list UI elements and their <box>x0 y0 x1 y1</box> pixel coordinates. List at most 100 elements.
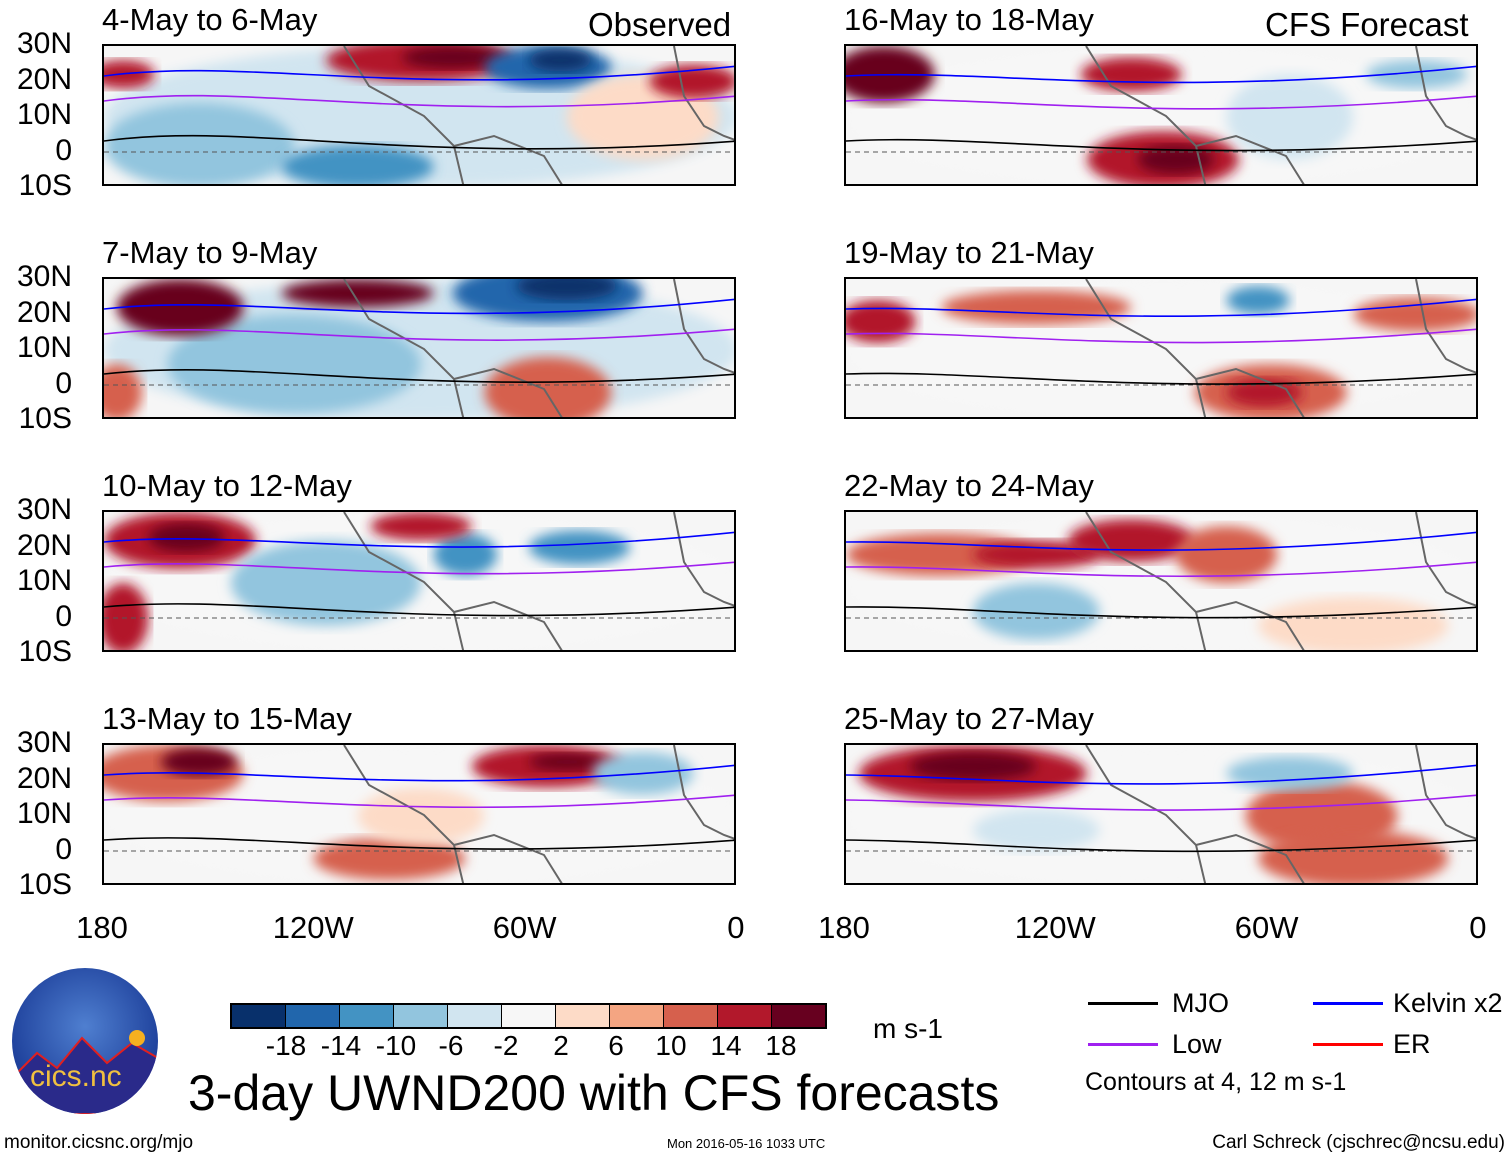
lat-tick-label: 10N <box>16 564 72 597</box>
map-panel <box>844 277 1478 419</box>
contour-line <box>104 65 734 81</box>
coastline <box>1085 46 1476 184</box>
contour-line <box>104 369 734 383</box>
contour-line <box>104 561 734 575</box>
legend-swatch-kelvin <box>1313 1002 1383 1005</box>
contour-line <box>846 65 1476 84</box>
anomaly-region <box>972 540 1100 569</box>
colorbar-label: -2 <box>493 1030 519 1061</box>
anomaly-region <box>1175 526 1278 583</box>
contour-line <box>104 794 734 809</box>
footer-credit: Carl Schreck (cjschrec@ncsu.edu) <box>1212 1132 1505 1153</box>
contour-line <box>846 298 1476 318</box>
contour-line <box>104 328 734 341</box>
contour-line <box>104 837 734 850</box>
coastline <box>1085 512 1476 650</box>
anomaly-region <box>161 747 238 777</box>
anomaly-region <box>909 752 1037 781</box>
panel-title: 25-May to 27-May <box>844 701 1094 736</box>
anomaly-region <box>1258 597 1449 650</box>
lat-tick-label: 20N <box>16 295 72 329</box>
contour-line <box>104 764 734 782</box>
anomaly-region <box>1258 830 1449 883</box>
contour-line <box>846 531 1476 551</box>
colorbar-label: 10 <box>655 1030 687 1061</box>
colorbar-swatch <box>610 1005 664 1027</box>
anomaly-region <box>281 279 434 308</box>
anomaly-region <box>281 145 434 184</box>
lat-tick-label: 30N <box>16 493 72 526</box>
anomaly-region <box>846 533 1037 576</box>
panel-title: 19-May to 21-May <box>844 235 1094 270</box>
coastline <box>343 745 734 883</box>
contour-line <box>846 606 1476 619</box>
figure-title: 3-day UWND200 with CFS forecasts <box>188 1065 1000 1121</box>
anomaly-region <box>1226 74 1354 160</box>
lon-tick-label: 180 <box>818 910 870 945</box>
lat-tick-label: 20N <box>16 761 72 795</box>
lat-tick-label: 10S <box>18 868 72 901</box>
colorbar-label: -18 <box>265 1030 307 1061</box>
anomaly-region <box>401 46 504 69</box>
panel-title: 10-May to 12-May <box>102 468 352 503</box>
map-panel <box>102 743 736 885</box>
panel-title: 13-May to 15-May <box>102 701 352 736</box>
lat-tick-label: 30N <box>16 726 72 759</box>
logo: cics.nc <box>12 968 158 1114</box>
lat-tick-label: 10N <box>16 797 72 830</box>
lat-tick-label: 0 <box>55 599 72 633</box>
colorbar-units: m s-1 <box>873 1013 943 1044</box>
lat-tick-label: 10N <box>16 98 72 131</box>
contour-line <box>104 531 734 548</box>
footer-url[interactable]: monitor.cicsnc.org/mjo <box>4 1132 194 1153</box>
lon-tick-label: 180 <box>76 910 128 945</box>
anomaly-region <box>433 533 498 576</box>
contour-line <box>104 603 734 617</box>
anomaly-region <box>484 357 612 417</box>
colorbar-label: -6 <box>438 1030 464 1061</box>
panel-title: 7-May to 9-May <box>102 235 318 270</box>
footer-timestamp: Mon 2016-05-16 1033 UTC <box>667 1136 826 1151</box>
logo-text: cics.nc <box>30 1060 122 1093</box>
lat-tick-label: 0 <box>55 832 72 866</box>
anomaly-region <box>528 48 593 72</box>
anomaly-region <box>1226 286 1290 315</box>
lon-tick-label: 120W <box>272 910 354 945</box>
anomaly-region <box>528 530 631 565</box>
coastline <box>1085 745 1476 883</box>
panel-title: 22-May to 24-May <box>844 468 1094 503</box>
colorbar-label: -10 <box>375 1030 417 1061</box>
anomaly-region <box>528 753 605 771</box>
lat-tick-label: 10N <box>16 331 72 364</box>
panel-title: 4-May to 6-May <box>102 2 318 37</box>
colorbar-swatch <box>772 1005 825 1027</box>
anomaly-region <box>370 512 472 541</box>
lat-tick-label: 20N <box>16 528 72 562</box>
lon-tick-label: 0 <box>727 910 745 945</box>
legend-label-low: Low <box>1172 1029 1222 1059</box>
lat-tick-label: 30N <box>16 27 72 60</box>
lat-tick-label: 10S <box>18 169 72 202</box>
colorbar-label: 6 <box>608 1030 624 1061</box>
forecast-header: CFS Forecast <box>1265 6 1469 43</box>
map-panel <box>844 743 1478 885</box>
anomaly-region <box>1353 297 1476 332</box>
anomaly-region <box>972 808 1100 852</box>
anomaly-region <box>846 300 916 343</box>
contour-line <box>104 134 734 150</box>
anomaly-region <box>357 787 485 845</box>
anomaly-region <box>941 290 1132 325</box>
anomaly-region <box>972 583 1100 640</box>
anomaly-region <box>104 364 143 417</box>
lon-tick-label: 0 <box>1469 910 1487 945</box>
contour-line <box>846 561 1476 578</box>
lat-tick-label: 20N <box>16 62 72 96</box>
anomaly-region <box>167 314 421 414</box>
colorbar-swatch <box>232 1005 286 1027</box>
colorbar <box>230 1003 827 1029</box>
colorbar-swatch <box>340 1005 394 1027</box>
lat-tick-label: 0 <box>55 366 72 400</box>
lon-tick-label: 60W <box>1234 910 1299 945</box>
map-panel <box>844 44 1478 186</box>
